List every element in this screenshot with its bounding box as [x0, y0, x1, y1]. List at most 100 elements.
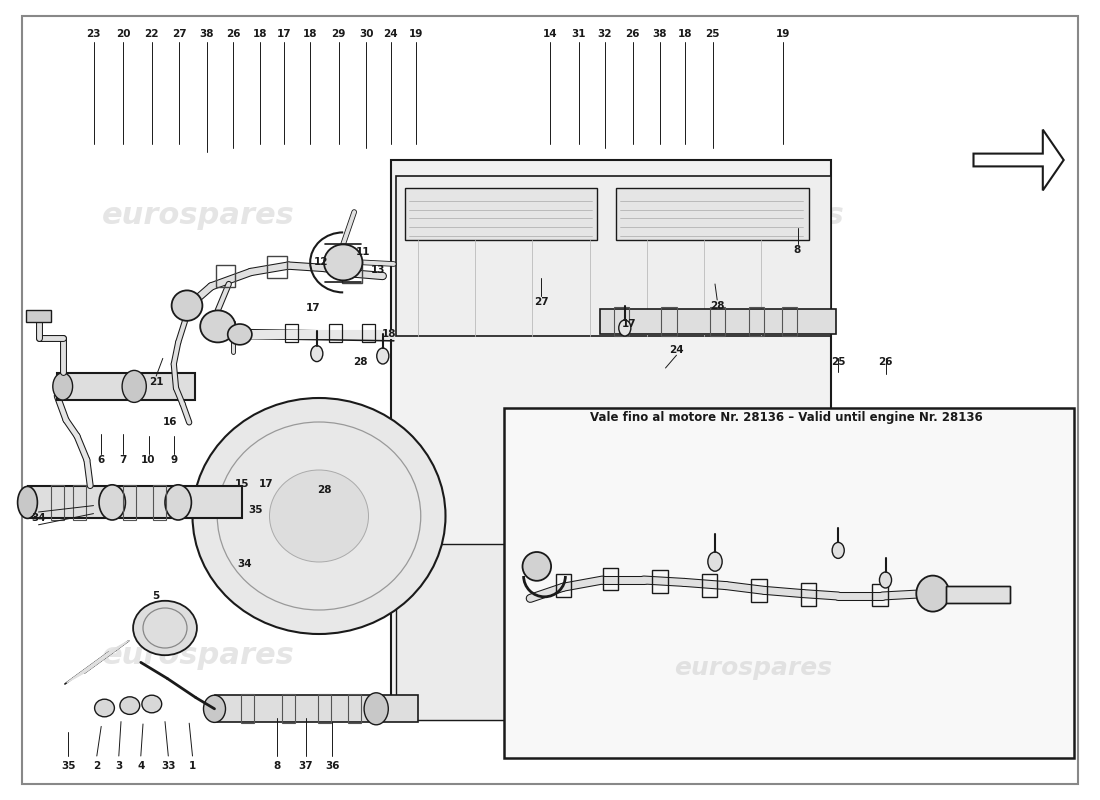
Bar — [600, 309, 836, 334]
Text: 18: 18 — [382, 330, 397, 339]
Bar — [710, 307, 725, 336]
Ellipse shape — [165, 485, 191, 520]
Bar — [267, 256, 287, 278]
Text: 27: 27 — [172, 29, 187, 38]
Ellipse shape — [833, 542, 845, 558]
Bar — [342, 261, 362, 283]
Bar — [241, 694, 254, 723]
Text: eurospares: eurospares — [101, 642, 295, 670]
Text: 27: 27 — [534, 298, 549, 307]
Text: 31: 31 — [571, 29, 586, 38]
Text: 20: 20 — [116, 29, 131, 38]
Bar — [318, 694, 331, 723]
Text: 14: 14 — [542, 29, 558, 38]
Bar — [216, 265, 235, 287]
Text: 29: 29 — [331, 29, 346, 38]
Bar — [405, 188, 597, 240]
Text: 38: 38 — [652, 29, 668, 38]
Ellipse shape — [99, 485, 125, 520]
Text: 4: 4 — [138, 762, 144, 771]
Bar — [652, 570, 668, 593]
Bar — [282, 694, 295, 723]
Text: 8: 8 — [274, 762, 280, 771]
Bar — [26, 310, 51, 322]
Text: eurospares: eurospares — [651, 202, 845, 230]
Ellipse shape — [95, 699, 114, 717]
Text: 26: 26 — [625, 29, 640, 38]
Text: 35: 35 — [60, 762, 76, 771]
Text: 28: 28 — [317, 485, 332, 494]
Text: 17: 17 — [306, 303, 321, 313]
Text: 18: 18 — [252, 29, 267, 38]
Ellipse shape — [200, 310, 235, 342]
Polygon shape — [974, 130, 1064, 190]
Bar — [603, 568, 618, 590]
Text: 17: 17 — [621, 319, 637, 329]
Text: 21: 21 — [148, 378, 164, 387]
Text: 18: 18 — [302, 29, 318, 38]
Bar — [51, 485, 64, 520]
Text: 32: 32 — [597, 29, 613, 38]
Text: 22: 22 — [144, 29, 159, 38]
Text: 9: 9 — [170, 455, 177, 465]
Bar — [616, 188, 808, 240]
Ellipse shape — [228, 324, 252, 345]
Text: 24: 24 — [669, 346, 684, 355]
Text: 24: 24 — [383, 29, 398, 38]
Ellipse shape — [916, 576, 949, 611]
Text: 1: 1 — [189, 762, 196, 771]
Ellipse shape — [270, 470, 368, 562]
Text: 11: 11 — [355, 247, 371, 257]
Ellipse shape — [53, 373, 73, 400]
Text: 13: 13 — [371, 266, 386, 275]
Ellipse shape — [376, 348, 389, 364]
Text: 8: 8 — [794, 245, 801, 254]
Bar — [946, 586, 1010, 603]
Ellipse shape — [172, 290, 202, 321]
Bar — [214, 695, 418, 722]
Bar — [782, 307, 797, 336]
Text: 38: 38 — [199, 29, 214, 38]
Text: 25: 25 — [830, 357, 846, 366]
Ellipse shape — [618, 320, 630, 336]
Bar — [801, 583, 816, 606]
Text: 6: 6 — [98, 455, 104, 465]
Ellipse shape — [142, 695, 162, 713]
Bar — [614, 307, 629, 336]
Bar — [28, 486, 242, 518]
Ellipse shape — [122, 370, 146, 402]
Bar — [396, 544, 820, 720]
Text: eurospares: eurospares — [651, 642, 845, 670]
Text: 19: 19 — [776, 29, 791, 38]
Bar — [348, 694, 361, 723]
Text: eurospares: eurospares — [674, 656, 833, 680]
Bar — [872, 584, 888, 606]
Text: 28: 28 — [710, 301, 725, 310]
Bar — [73, 485, 86, 520]
Ellipse shape — [364, 693, 388, 725]
Text: Vale fino al motore Nr. 28136 – Valid until engine Nr. 28136: Vale fino al motore Nr. 28136 – Valid un… — [590, 411, 983, 424]
Bar — [946, 586, 1010, 603]
Text: 7: 7 — [120, 455, 127, 465]
Ellipse shape — [708, 552, 722, 571]
Text: 17: 17 — [276, 29, 292, 38]
Bar — [329, 324, 342, 342]
Text: 33: 33 — [161, 762, 176, 771]
Text: 26: 26 — [226, 29, 241, 38]
Text: 17: 17 — [258, 479, 274, 489]
Text: 12: 12 — [314, 258, 329, 267]
Text: 36: 36 — [324, 762, 340, 771]
Bar — [661, 307, 676, 336]
Bar — [390, 160, 830, 720]
Bar — [57, 373, 195, 400]
Bar — [153, 485, 166, 520]
Text: 2: 2 — [94, 762, 100, 771]
Text: 23: 23 — [86, 29, 101, 38]
Ellipse shape — [522, 552, 551, 581]
Text: 19: 19 — [408, 29, 424, 38]
Text: 25: 25 — [705, 29, 720, 38]
Ellipse shape — [18, 486, 37, 518]
Ellipse shape — [192, 398, 446, 634]
Text: 28: 28 — [353, 357, 369, 366]
Ellipse shape — [133, 601, 197, 655]
